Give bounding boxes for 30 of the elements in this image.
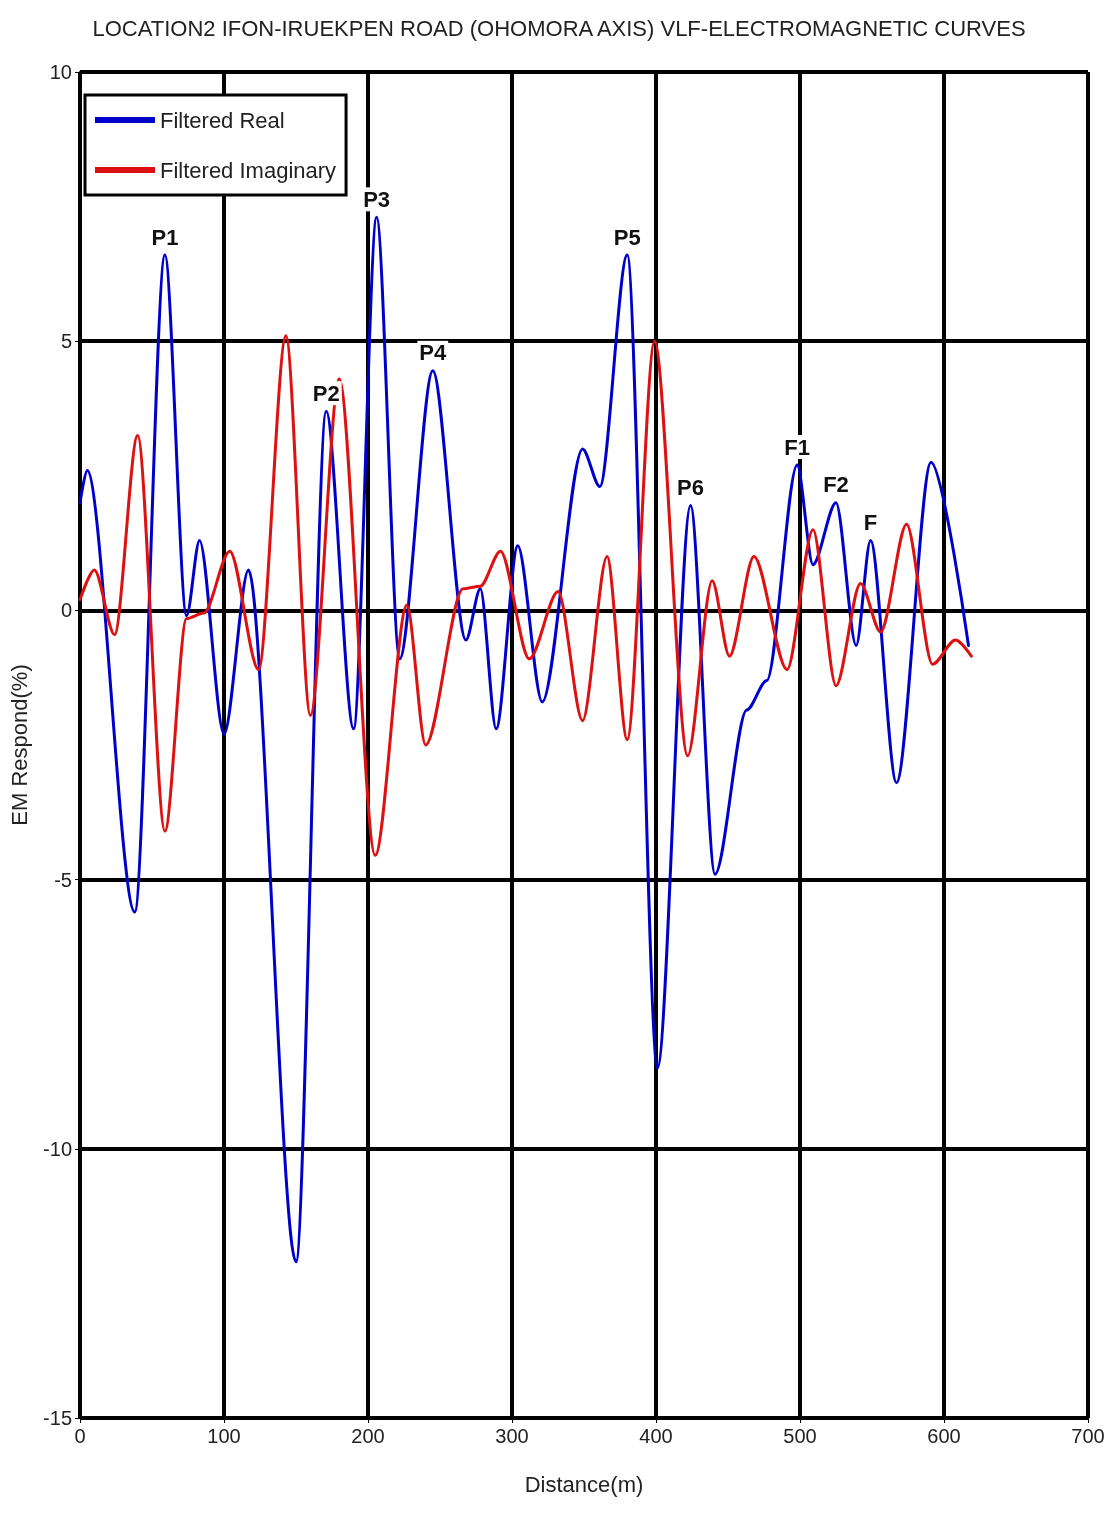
x-tick-label: 500 <box>783 1425 817 1447</box>
y-tick-label: 0 <box>60 599 72 622</box>
x-tick-label: 300 <box>495 1425 529 1447</box>
x-tick-label: 100 <box>207 1425 241 1447</box>
x-tick-label: 400 <box>639 1425 673 1447</box>
y-tick-label: 5 <box>60 330 72 353</box>
x-tick-label: 700 <box>1071 1425 1105 1447</box>
y-tick-label: -5 <box>54 868 72 891</box>
x-axis-title: Distance(m) <box>524 1471 644 1497</box>
annotation: F <box>863 509 878 535</box>
annotation: P2 <box>312 380 340 406</box>
annotation: P5 <box>613 224 641 250</box>
line-series <box>78 334 973 857</box>
chart-title: LOCATION2 IFON-IRUEKPEN ROAD (OHOMORA AXIS) VLF-ELECTROMAGNETIC CURVES <box>92 15 1026 41</box>
annotation: F2 <box>823 472 849 498</box>
y-tick-label: -15 <box>43 1407 72 1429</box>
line-series <box>78 215 970 1264</box>
y-tick-label: 10 <box>49 61 72 83</box>
x-tick-label: 0 <box>74 1425 86 1447</box>
annotation: P4 <box>419 340 448 366</box>
annotation: P1 <box>151 224 179 250</box>
annotation: F1 <box>784 434 810 460</box>
y-axis-title: EM Respond(%) <box>6 664 32 826</box>
x-tick-label: 600 <box>927 1425 961 1447</box>
y-tick-label: -10 <box>43 1137 72 1160</box>
annotation: P6 <box>677 474 705 500</box>
annotation: P3 <box>363 186 391 212</box>
legend-label: Filtered Real <box>160 107 285 133</box>
x-tick-label: 200 <box>351 1425 385 1447</box>
legend-label: Filtered Imaginary <box>160 157 337 183</box>
